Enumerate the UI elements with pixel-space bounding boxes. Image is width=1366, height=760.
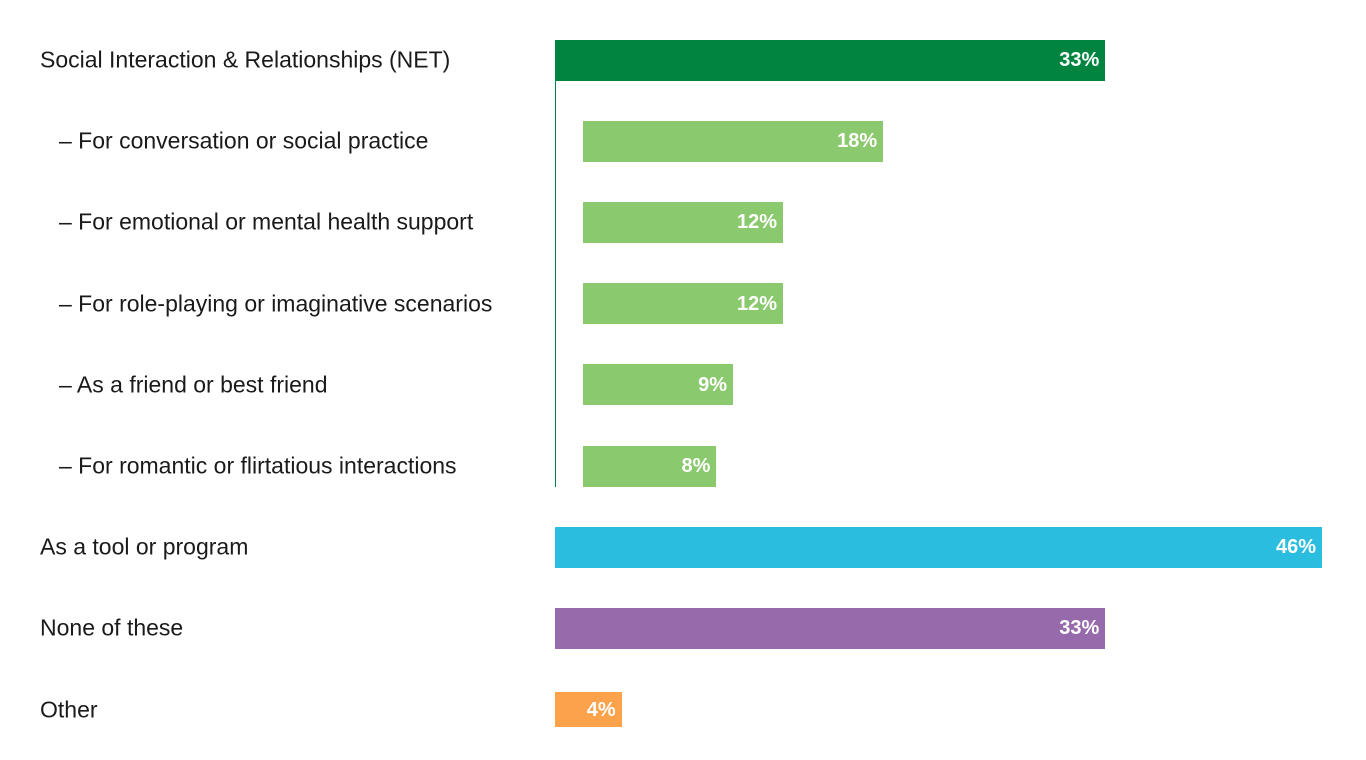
bar-value-label: 12% xyxy=(737,211,778,234)
bar-value-label: 9% xyxy=(698,373,728,396)
category-label: Other xyxy=(40,696,98,723)
bar-value-label: 4% xyxy=(586,698,616,721)
category-label: Social Interaction & Relationships (NET) xyxy=(40,46,451,73)
bar-value-label: 33% xyxy=(1059,49,1100,71)
category-label: None of these xyxy=(40,614,184,641)
bar: 33% xyxy=(555,607,1106,649)
bar: 18% xyxy=(583,120,884,162)
category-label: – For emotional or mental health support xyxy=(59,208,474,235)
bar: 8% xyxy=(583,445,717,487)
net-group-bracket-line xyxy=(555,80,556,487)
bar: 12% xyxy=(583,283,784,325)
bar-value-label: 12% xyxy=(737,292,778,315)
bar: 33% xyxy=(555,39,1106,81)
bar-value-label: 8% xyxy=(681,455,711,477)
category-label: – For romantic or flirtatious interactio… xyxy=(59,452,457,479)
bar-value-label: 33% xyxy=(1059,617,1100,640)
bar-value-label: 46% xyxy=(1275,536,1316,559)
category-label: As a tool or program xyxy=(40,533,249,560)
category-label: – For conversation or social practice xyxy=(59,127,429,154)
bar: 12% xyxy=(583,201,784,243)
category-label: – As a friend or best friend xyxy=(59,371,328,398)
category-label: – For role-playing or imaginative scenar… xyxy=(59,290,493,317)
bar-value-label: 18% xyxy=(837,130,878,153)
bar: 9% xyxy=(583,364,734,406)
bar: 4% xyxy=(555,692,622,728)
bar: 46% xyxy=(555,526,1322,568)
